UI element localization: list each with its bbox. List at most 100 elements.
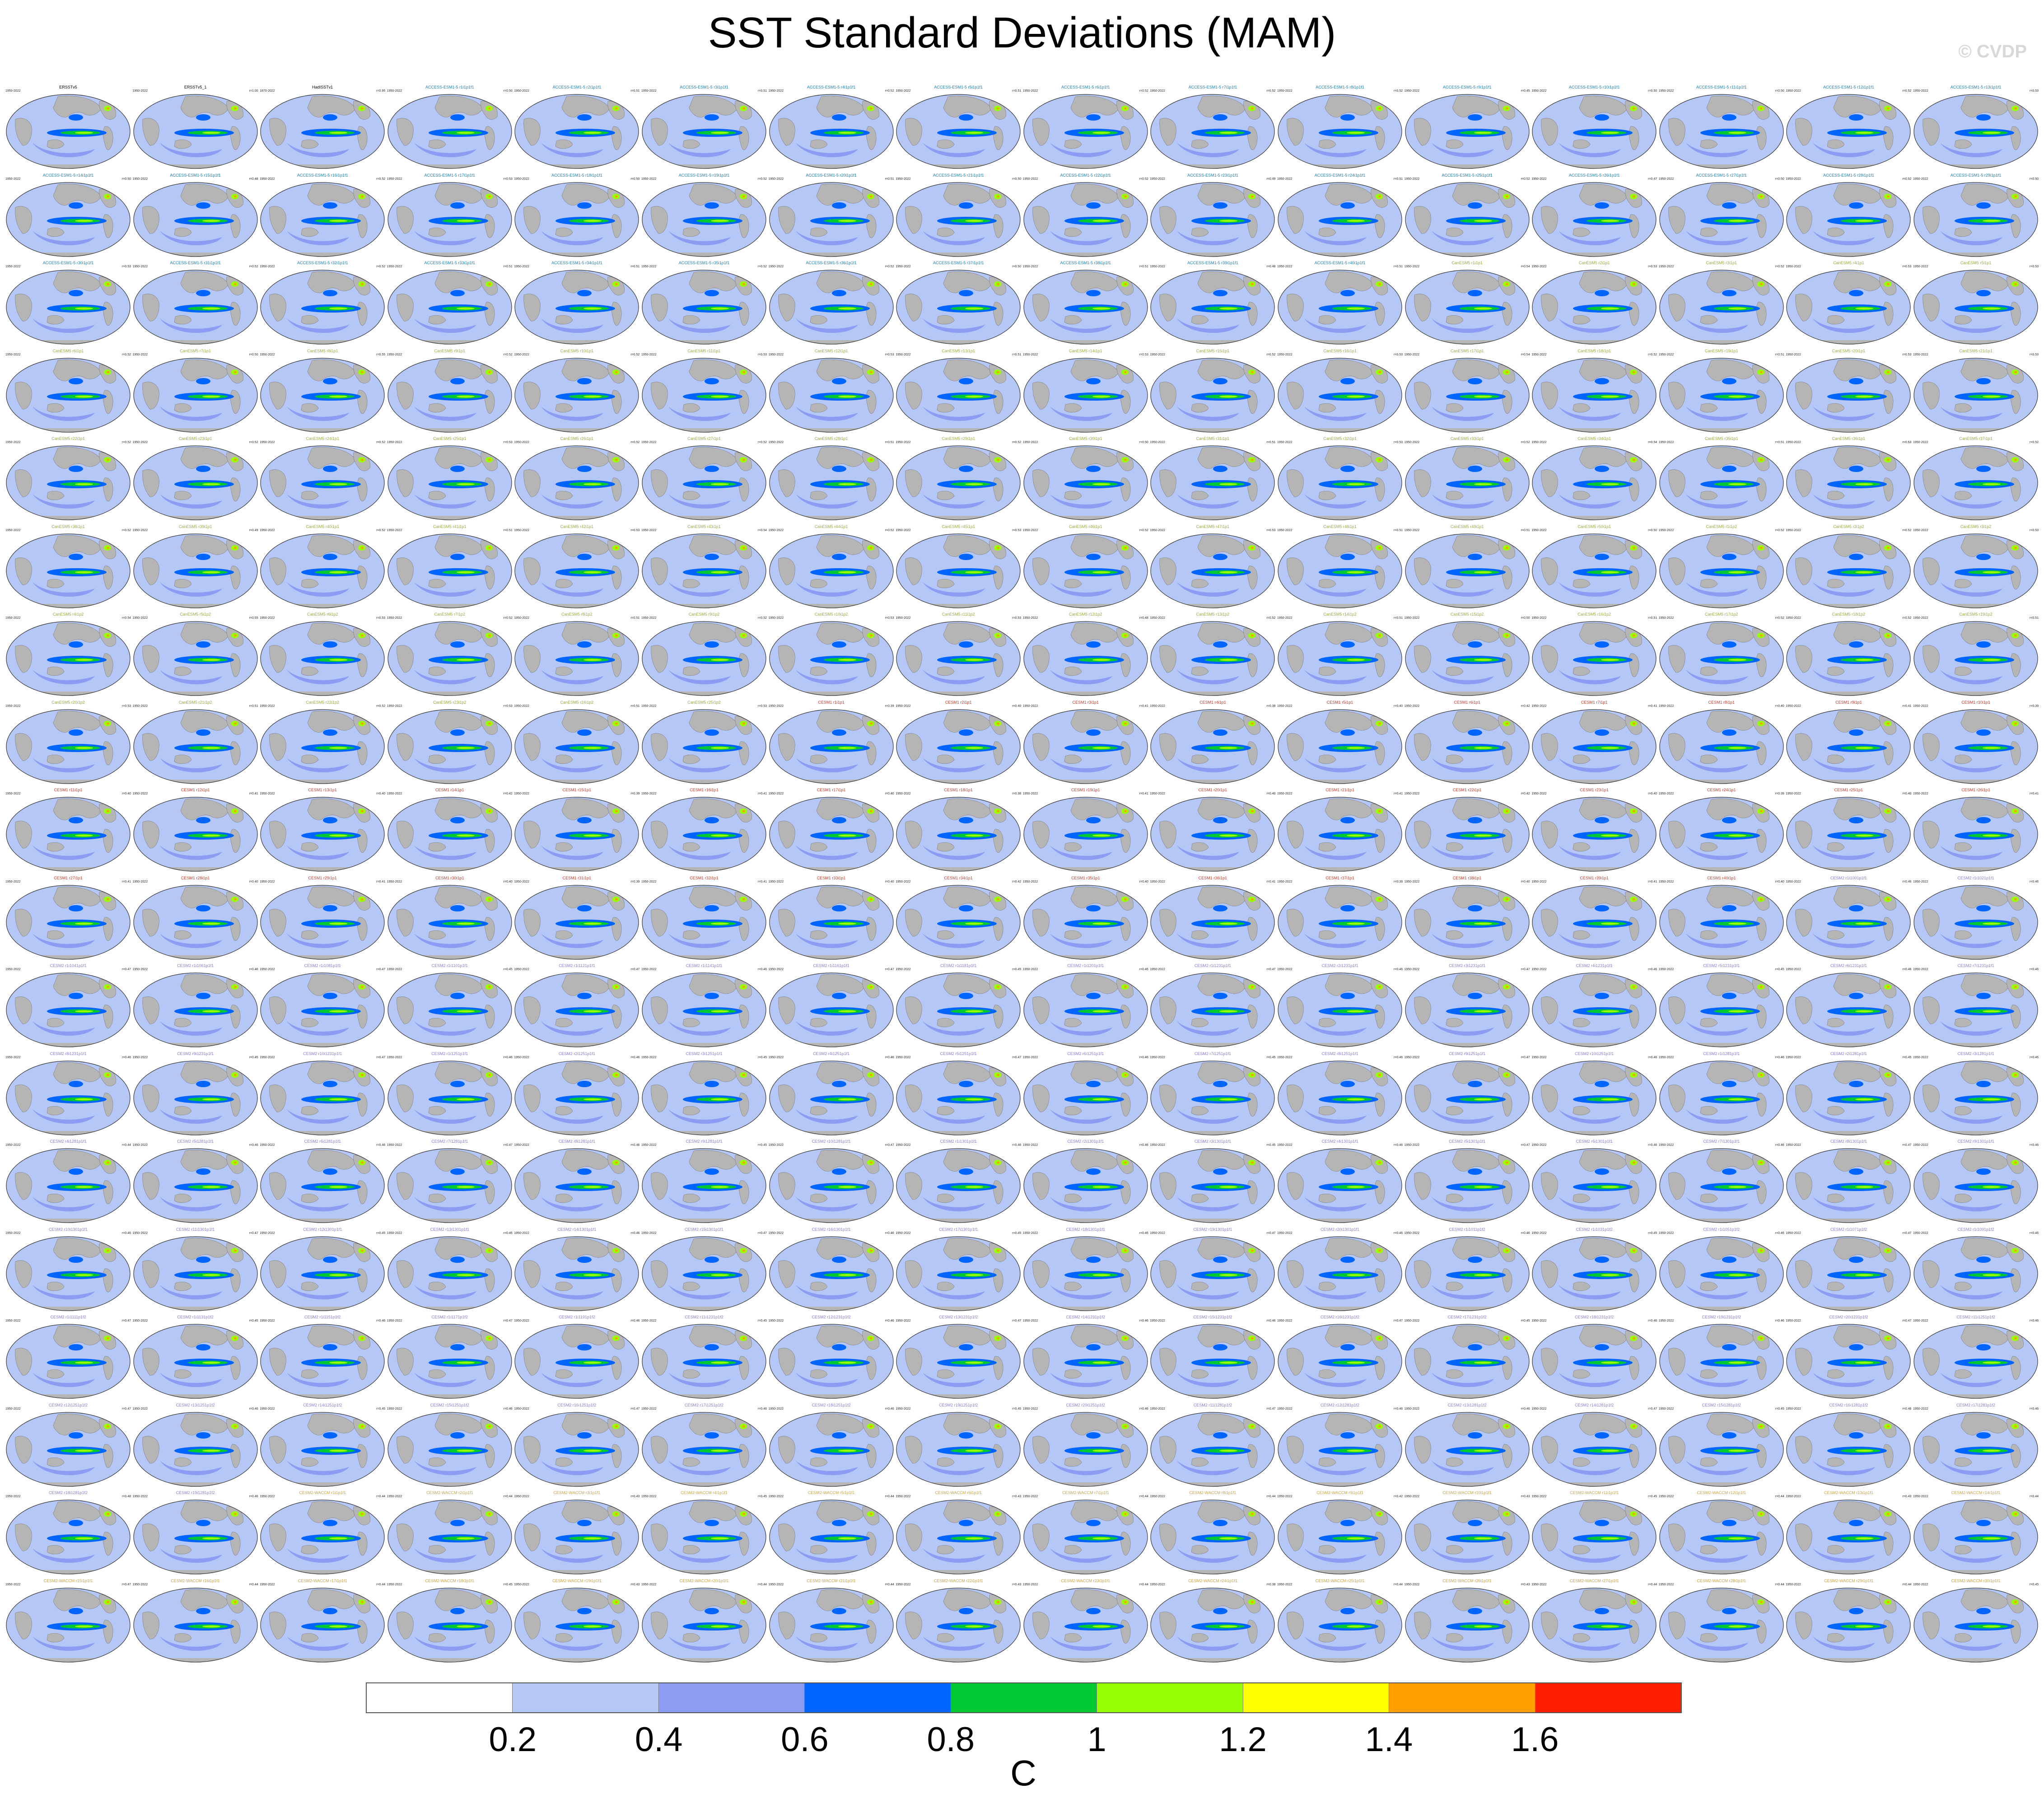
sst-map (1659, 797, 1784, 872)
panel-pattern-correlation: r=0.54 (1521, 265, 1530, 268)
panel-title: CESM2 r1i1171p1f2 (431, 1315, 468, 1319)
map-panel: CESM2 r5i1281p1f1 1950-2022 r=0.46 (132, 1139, 259, 1229)
map-panel: CanESM5 r39i1p1 1950-2022 r=0.49 (132, 524, 259, 614)
panel-pattern-correlation: r=0.41 (757, 880, 767, 883)
panel-title: ACCESS-ESM1-5 r3i1p1f1 (680, 85, 728, 89)
sst-patch-gulf-stream (1251, 547, 1254, 549)
panel-pattern-correlation: r=0.46 (1012, 1144, 1022, 1147)
panel-period: 1950-2022 (1913, 1056, 1928, 1059)
map-outline (1913, 533, 2038, 608)
sst-patch-north-pacific (1722, 114, 1736, 121)
sst-map (1786, 709, 1911, 784)
sst-map (1023, 621, 1148, 696)
land-africa (1795, 469, 1812, 497)
map-outline (1278, 357, 1402, 433)
land-africa (142, 294, 159, 322)
panel-title: CanESM5 r23i1p2 (433, 700, 467, 705)
sst-patch-gulf-stream (107, 1249, 109, 1252)
sst-patch-north-pacific (196, 905, 210, 911)
panel-period: 1950-2022 (1658, 1144, 1674, 1147)
land-africa (1668, 118, 1685, 146)
sst-map (1532, 445, 1657, 520)
panel-pattern-correlation: r=0.51 (630, 704, 640, 708)
sst-map (6, 1324, 131, 1399)
sst-patch-north-pacific (1467, 641, 1482, 648)
sst-map (387, 1236, 512, 1311)
panel-title: ACCESS-ESM1-5 r15i1p1f1 (170, 173, 221, 178)
panel-pattern-correlation: r=0.53 (503, 441, 513, 444)
map-outline (1532, 621, 1657, 696)
sst-patch-north-pacific (831, 1432, 846, 1439)
sst-patch-nino (202, 659, 220, 661)
sst-patch-north-pacific (1849, 1168, 1864, 1175)
map-outline (514, 94, 639, 169)
panel-period: 1950-2022 (1913, 968, 1928, 971)
land-eurasia (434, 535, 483, 557)
sst-patch-nino (1601, 922, 1619, 925)
land-australia (1700, 403, 1718, 412)
land-antarctica (1914, 516, 2038, 520)
map-panel: CESM1 r14i1p1 1950-2022 r=0.42 (386, 788, 513, 877)
sst-patch-nino (1092, 483, 1111, 486)
sst-map (1150, 797, 1275, 872)
map-outline (1532, 533, 1657, 608)
sst-patch-southern (414, 670, 476, 685)
land-eurasia (1325, 271, 1373, 293)
panel-pattern-correlation: r=0.47 (121, 1319, 131, 1322)
map-panel: ACCESS-ESM1-5 r10i1p1f1 1950-2022 r=0.50 (1531, 85, 1658, 174)
land-africa (142, 469, 159, 497)
map-panel: CESM1 r37i1p1 1950-2022 r=0.39 (1276, 876, 1404, 965)
map-panel: ACCESS-ESM1-5 r24i1p1f1 1950-2022 r=0.51 (1276, 173, 1404, 262)
sst-map (6, 445, 131, 520)
sst-patch-gulf-stream (869, 107, 873, 110)
panel-title: CESM1 r36i1p1 (1198, 875, 1227, 880)
land-antarctica (642, 1043, 766, 1047)
land-eurasia (180, 447, 229, 469)
panel-pattern-correlation: r=0.40 (1775, 880, 1784, 883)
land-antarctica (1787, 516, 1911, 520)
land-africa (1414, 294, 1431, 322)
panel-title: CESM1 r27i1p1 (54, 875, 83, 880)
panel-title: CESM2 r1i1281p1f1 (1703, 1051, 1740, 1056)
sst-map (514, 797, 639, 872)
panel-pattern-correlation: r=0.50 (249, 353, 258, 356)
panel-title: CanESM5 r5i1p2 (180, 612, 211, 617)
panel-title: CESM1 r39i1p1 (1580, 875, 1609, 880)
panel-title: CESM2 r1i1091p1f2 (1957, 1227, 1994, 1232)
sst-patch-north-pacific (450, 466, 465, 472)
sst-map (1405, 533, 1530, 608)
panel-title: CESM1 r13i1p1 (308, 788, 337, 792)
sst-patch-gulf-stream (615, 547, 618, 549)
map-panel: CanESM5 r13i1p1 1950-2022 r=0.51 (895, 349, 1022, 438)
land-antarctica (1151, 1131, 1275, 1135)
sst-map (1913, 182, 2038, 257)
sst-patch-nino (1474, 747, 1492, 749)
sst-patch-gulf-stream (107, 1161, 109, 1164)
panel-title: CanESM5 r37i1p1 (1959, 436, 1993, 441)
sst-patch-gulf-stream (869, 1074, 873, 1076)
land-eurasia (1579, 535, 1628, 557)
panel-period: 1950-2022 (1658, 1319, 1674, 1322)
land-antarctica (1787, 867, 1911, 871)
sst-patch-southern (414, 406, 476, 421)
land-antarctica (1787, 1394, 1911, 1398)
panel-period: 1950-2022 (132, 528, 148, 532)
sst-patch-nino (1601, 307, 1619, 310)
panel-pattern-correlation: r=0.41 (249, 792, 258, 795)
panel-pattern-correlation: r=0.39 (1393, 880, 1403, 883)
sst-patch-north-pacific (1086, 290, 1101, 296)
land-australia (682, 403, 700, 412)
sst-patch-gulf-stream (361, 458, 364, 461)
sst-patch-north-pacific (196, 202, 210, 209)
panel-pattern-correlation: r=0.47 (376, 968, 386, 971)
sst-patch-north-pacific (1722, 817, 1736, 823)
panel-title: CESM1 r3i1p1 (1072, 700, 1099, 705)
sst-patch-gulf-stream (1251, 1161, 1254, 1164)
land-antarctica (1787, 955, 1911, 959)
sst-patch-gulf-stream (1887, 722, 1890, 724)
map-panel: CESM2 r13i1301p1f1 1950-2022 r=0.46 (386, 1227, 513, 1317)
map-panel: CanESM5 r29i1p1 1950-2022 r=0.52 (895, 436, 1022, 526)
land-australia (555, 139, 573, 149)
sst-map (1023, 1411, 1148, 1487)
sst-patch-gulf-stream (869, 283, 873, 285)
